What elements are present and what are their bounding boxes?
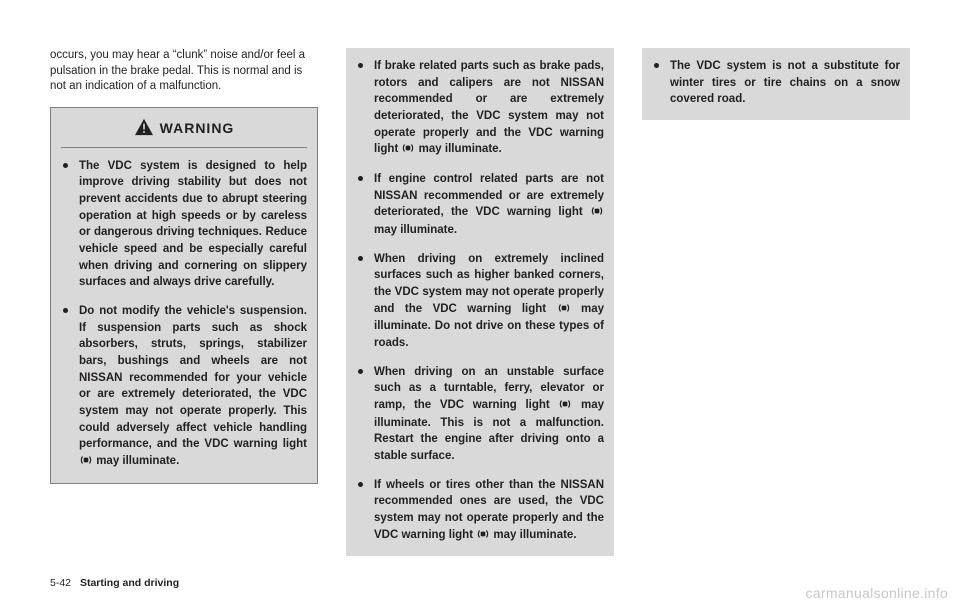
list-item: The VDC system is not a substitute for w…	[652, 58, 900, 108]
warning-header: WARNING	[61, 118, 307, 148]
vdc-warning-icon	[476, 528, 490, 545]
vdc-warning-icon	[401, 142, 415, 159]
col2-box: If brake related parts such as brake pad…	[346, 48, 614, 556]
list-item: If engine control related parts are not …	[356, 171, 604, 239]
list-item: If brake related parts such as brake pad…	[356, 58, 604, 159]
page-footer: 5-42 Starting and driving	[50, 577, 179, 589]
warning-triangle-icon	[134, 118, 154, 139]
list-item: When driving on an unstable surface such…	[356, 364, 604, 465]
column-2: If brake related parts such as brake pad…	[346, 48, 614, 553]
col3-box: The VDC system is not a substitute for w…	[642, 48, 910, 120]
warning-label: WARNING	[160, 120, 235, 136]
vdc-warning-icon	[558, 398, 572, 415]
vdc-warning-icon	[590, 205, 604, 222]
section-title: Starting and driving	[80, 577, 179, 589]
watermark-text: carmanualsonline.info	[806, 585, 949, 601]
list-item: Do not modify the vehicle's suspension. …	[61, 303, 307, 471]
col2-bullet-list: If brake related parts such as brake pad…	[356, 58, 604, 544]
list-item: If wheels or tires other than the NISSAN…	[356, 477, 604, 545]
list-item: When driving on extremely inclined surfa…	[356, 251, 604, 352]
page-content: occurs, you may hear a “clunk” noise and…	[50, 48, 910, 553]
list-item: The VDC system is designed to help impro…	[61, 158, 307, 291]
warning-box: WARNING The VDC system is designed to he…	[50, 107, 318, 484]
vdc-warning-icon	[79, 454, 93, 471]
col1-bullet-list: The VDC system is designed to help impro…	[61, 158, 307, 471]
intro-text: occurs, you may hear a “clunk” noise and…	[50, 48, 318, 95]
column-3: The VDC system is not a substitute for w…	[642, 48, 910, 553]
column-1: occurs, you may hear a “clunk” noise and…	[50, 48, 318, 553]
vdc-warning-icon	[557, 302, 571, 319]
col3-bullet-list: The VDC system is not a substitute for w…	[652, 58, 900, 108]
page-number: 5-42	[50, 577, 71, 589]
